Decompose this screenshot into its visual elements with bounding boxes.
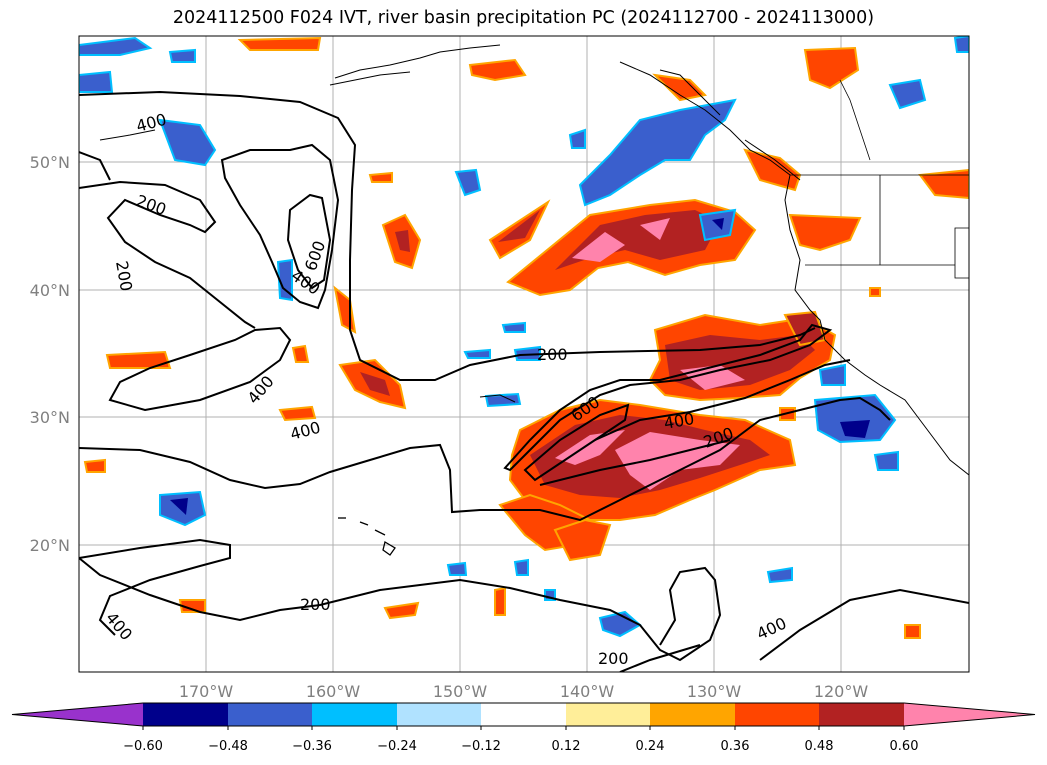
lon-label-160w: 160°W [306, 682, 361, 701]
cbar-tick-4: −0.24 [377, 739, 417, 754]
cbar-tick-3: −0.36 [292, 739, 332, 754]
lon-label-120w: 120°W [814, 682, 869, 701]
colorbar [11, 702, 1036, 730]
lon-label-130w: 130°W [687, 682, 742, 701]
lon-label-170w: 170°W [179, 682, 234, 701]
cbar-tick-7: 0.24 [636, 739, 665, 754]
chart-title: 2024112500 F024 IVT, river basin precipi… [172, 8, 875, 28]
cbar-tick-6: 0.12 [552, 739, 581, 754]
colorbar-segment [819, 703, 904, 726]
gridlines [79, 36, 969, 672]
lat-label-20n: 20°N [30, 536, 70, 555]
cbar-tick-10: 0.60 [890, 739, 919, 754]
ivt-200-center: 200 [537, 345, 568, 364]
hawaii-islands [338, 517, 396, 556]
ivt-200-south: 200 [300, 595, 331, 614]
lon-label-150w: 150°W [433, 682, 488, 701]
cbar-tick-8: 0.36 [721, 739, 750, 754]
colorbar-tick-labels: −0.60 −0.48 −0.36 −0.24 −0.12 0.12 0.24 … [123, 739, 918, 754]
cbar-tick-5: −0.12 [461, 739, 501, 754]
lat-label-30n: 30°N [30, 408, 70, 427]
cbar-tick-1: −0.60 [123, 739, 163, 754]
latitude-labels: 50°N 40°N 30°N 20°N [30, 153, 70, 555]
borders [790, 79, 969, 279]
cbar-tick-9: 0.48 [805, 739, 834, 754]
colorbar-segment [566, 703, 650, 726]
colorbar-segment [481, 703, 566, 726]
lat-label-40n: 40°N [30, 281, 70, 300]
ivt-200-bottom: 200 [598, 649, 629, 668]
cbar-tick-2: −0.48 [208, 739, 248, 754]
colorbar-segment [904, 703, 1035, 726]
map-frame [78, 35, 970, 673]
colorbar-segment [312, 703, 397, 726]
colorbar-segment [397, 703, 481, 726]
colorbar-segment [735, 703, 819, 726]
coastlines [99, 44, 969, 476]
colorbar-segment [650, 703, 735, 726]
ivt-contours [79, 90, 969, 672]
lat-label-50n: 50°N [30, 153, 70, 172]
lon-label-140w: 140°W [560, 682, 615, 701]
longitude-labels: 170°W 160°W 150°W 140°W 130°W 120°W [179, 682, 869, 701]
colorbar-segment [228, 703, 312, 726]
colorbar-segment [143, 703, 228, 726]
colorbar-segment [12, 703, 143, 726]
